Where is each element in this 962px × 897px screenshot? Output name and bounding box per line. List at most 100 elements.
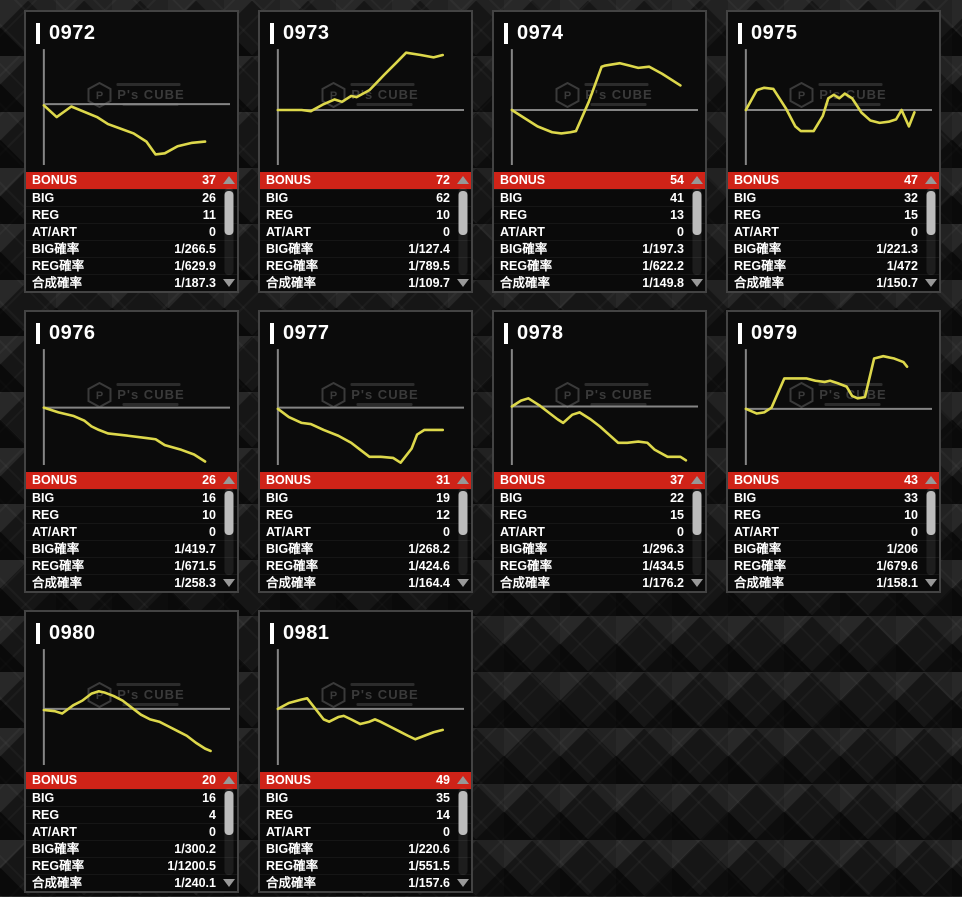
stat-row-reg_rate: REG確率 1/679.6 <box>728 557 939 574</box>
table-scrollbar[interactable] <box>455 172 470 291</box>
stats-table: BONUS 37 BIG 22 REG 15 AT/ART 0 BIG確率 1/296.3 REG確… <box>494 472 705 591</box>
scrollbar-thumb[interactable] <box>458 791 467 835</box>
table-scrollbar[interactable] <box>221 172 236 291</box>
scrollbar-thumb[interactable] <box>224 191 233 235</box>
scroll-down-arrow-icon[interactable] <box>456 579 469 587</box>
stat-row-reg: REG 4 <box>26 806 237 823</box>
machine-card[interactable]: 0975 P P's CUBE BONUS 47 BIG 32 RE <box>726 10 941 293</box>
stat-label: BONUS <box>266 473 312 487</box>
machine-card[interactable]: 0980 P P's CUBE BONUS 20 BIG 16 RE <box>24 610 239 893</box>
table-scrollbar[interactable] <box>221 772 236 891</box>
machine-card[interactable]: 0979 P P's CUBE BONUS 43 BIG 33 RE <box>726 310 941 593</box>
stat-row-bonus: BONUS 20 <box>26 772 237 789</box>
bonus-history-graph: P P's CUBE <box>736 48 933 165</box>
stat-row-reg_rate: REG確率 1/1200.5 <box>26 857 237 874</box>
machine-title: 0973 <box>260 12 471 46</box>
stat-value: 62 <box>436 190 450 205</box>
stat-row-reg_rate: REG確率 1/424.6 <box>260 557 471 574</box>
machine-card[interactable]: 0978 P P's CUBE BONUS 37 BIG 22 RE <box>492 310 707 593</box>
stat-value: 4 <box>209 807 216 822</box>
stat-label: REG確率 <box>734 558 787 573</box>
machine-card[interactable]: 0973 P P's CUBE BONUS 72 BIG 62 RE <box>258 10 473 293</box>
scrollbar-thumb[interactable] <box>224 491 233 535</box>
table-scrollbar[interactable] <box>689 472 704 591</box>
stat-value: 16 <box>202 490 216 505</box>
stat-row-big_rate: BIG確率 1/300.2 <box>26 840 237 857</box>
scroll-up-arrow-icon[interactable] <box>924 476 937 484</box>
scroll-down-arrow-icon[interactable] <box>924 579 937 587</box>
scroll-up-arrow-icon[interactable] <box>222 176 235 184</box>
scroll-down-arrow-icon[interactable] <box>456 879 469 887</box>
machine-card[interactable]: 0972 P P's CUBE BONUS 37 BIG 26 RE <box>24 10 239 293</box>
stat-value: 1/419.7 <box>174 541 216 556</box>
title-accent-bar <box>270 322 274 344</box>
stat-label: REG <box>266 207 294 222</box>
stat-value: 1/1200.5 <box>167 858 216 873</box>
stat-value: 0 <box>677 524 684 539</box>
title-accent-bar <box>738 22 742 44</box>
stat-label: BONUS <box>32 173 78 187</box>
stat-label: REG <box>32 207 60 222</box>
stat-row-reg: REG 10 <box>26 506 237 523</box>
stat-row-combined_rate: 合成確率 1/149.8 <box>494 274 705 291</box>
machine-number: 0975 <box>751 21 798 44</box>
stat-row-combined_rate: 合成確率 1/258.3 <box>26 574 237 591</box>
scroll-down-arrow-icon[interactable] <box>690 579 703 587</box>
scroll-up-arrow-icon[interactable] <box>222 476 235 484</box>
scroll-down-arrow-icon[interactable] <box>222 279 235 287</box>
stat-value: 1/622.2 <box>642 258 684 273</box>
scroll-up-arrow-icon[interactable] <box>690 176 703 184</box>
stat-rows: BONUS 47 BIG 32 REG 15 AT/ART 0 BIG確率 1/221.3 REG確… <box>728 172 939 291</box>
scroll-up-arrow-icon[interactable] <box>456 176 469 184</box>
payout-line-series <box>44 691 211 751</box>
stat-value: 1/296.3 <box>642 541 684 556</box>
scrollbar-thumb[interactable] <box>926 191 935 235</box>
stat-label: BIG <box>734 190 757 205</box>
stat-row-combined_rate: 合成確率 1/164.4 <box>260 574 471 591</box>
scroll-up-arrow-icon[interactable] <box>456 776 469 784</box>
stat-label: AT/ART <box>734 524 779 539</box>
machine-card[interactable]: 0976 P P's CUBE BONUS 26 BIG 16 RE <box>24 310 239 593</box>
table-scrollbar[interactable] <box>923 472 938 591</box>
stat-value: 10 <box>436 207 450 222</box>
stat-label: BIG確率 <box>266 841 314 856</box>
scrollbar-thumb[interactable] <box>224 791 233 835</box>
machine-card[interactable]: 0977 P P's CUBE BONUS 31 BIG 19 RE <box>258 310 473 593</box>
scroll-up-arrow-icon[interactable] <box>924 176 937 184</box>
line-chart <box>736 48 933 165</box>
stat-row-at_art: AT/ART 0 <box>260 223 471 240</box>
stat-label: BONUS <box>266 173 312 187</box>
machine-title: 0981 <box>260 612 471 646</box>
stat-label: AT/ART <box>266 824 311 839</box>
scroll-up-arrow-icon[interactable] <box>456 476 469 484</box>
scroll-down-arrow-icon[interactable] <box>222 879 235 887</box>
table-scrollbar[interactable] <box>455 772 470 891</box>
stat-row-big: BIG 16 <box>26 489 237 506</box>
stat-label: REG確率 <box>32 258 85 273</box>
scroll-down-arrow-icon[interactable] <box>690 279 703 287</box>
table-scrollbar[interactable] <box>221 472 236 591</box>
stats-table: BONUS 49 BIG 35 REG 14 AT/ART 0 BIG確率 1/220.6 REG確… <box>260 772 471 891</box>
bonus-history-graph: P P's CUBE <box>268 348 465 465</box>
stat-value: 0 <box>209 824 216 839</box>
scroll-down-arrow-icon[interactable] <box>222 579 235 587</box>
payout-line-series <box>512 398 686 460</box>
scrollbar-thumb[interactable] <box>458 191 467 235</box>
scrollbar-thumb[interactable] <box>692 491 701 535</box>
scroll-up-arrow-icon[interactable] <box>690 476 703 484</box>
scroll-down-arrow-icon[interactable] <box>456 279 469 287</box>
stat-label: BIG <box>266 790 289 805</box>
stat-value: 22 <box>670 490 684 505</box>
machine-number: 0973 <box>283 21 330 44</box>
scrollbar-thumb[interactable] <box>458 491 467 535</box>
scrollbar-thumb[interactable] <box>926 491 935 535</box>
machine-card[interactable]: 0981 P P's CUBE BONUS 49 BIG 35 RE <box>258 610 473 893</box>
machine-card[interactable]: 0974 P P's CUBE BONUS 54 BIG 41 RE <box>492 10 707 293</box>
scrollbar-thumb[interactable] <box>692 191 701 235</box>
scroll-down-arrow-icon[interactable] <box>924 279 937 287</box>
table-scrollbar[interactable] <box>689 172 704 291</box>
table-scrollbar[interactable] <box>923 172 938 291</box>
line-chart <box>268 348 465 465</box>
table-scrollbar[interactable] <box>455 472 470 591</box>
scroll-up-arrow-icon[interactable] <box>222 776 235 784</box>
